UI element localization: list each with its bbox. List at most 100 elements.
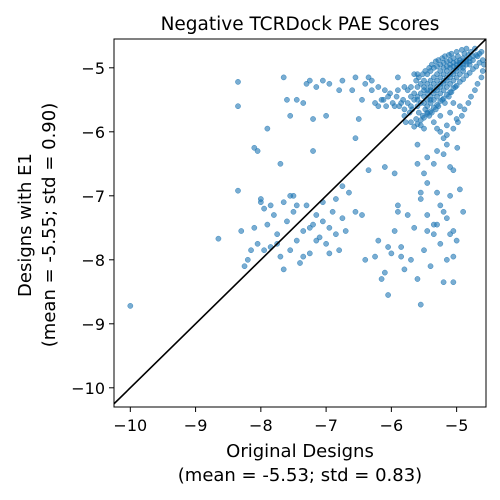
data-point xyxy=(402,119,409,126)
data-point xyxy=(391,170,398,177)
data-point xyxy=(264,125,271,132)
data-point xyxy=(430,104,437,111)
data-point xyxy=(440,208,447,215)
data-point xyxy=(378,276,385,282)
data-point xyxy=(375,84,382,90)
data-point xyxy=(306,77,313,84)
data-point xyxy=(417,196,424,202)
data-point xyxy=(372,253,378,260)
data-point xyxy=(333,196,339,202)
data-point xyxy=(461,106,468,113)
data-point xyxy=(359,212,365,218)
data-point xyxy=(408,256,414,263)
data-point xyxy=(352,74,359,81)
data-point xyxy=(381,87,388,94)
data-point xyxy=(466,61,473,68)
x-tick-label: −5 xyxy=(445,416,469,435)
data-point xyxy=(300,253,307,260)
data-point xyxy=(414,276,421,282)
data-point xyxy=(411,224,418,231)
data-point xyxy=(401,84,408,90)
data-point xyxy=(454,144,461,151)
data-point xyxy=(455,119,461,126)
y-tick-label: −8 xyxy=(81,251,105,270)
data-point xyxy=(274,231,281,238)
data-point xyxy=(401,106,408,113)
data-point xyxy=(479,68,486,74)
y-axis: −10 −9 −8 −7 −6 −5 xyxy=(71,59,114,398)
data-point xyxy=(400,96,406,103)
data-point xyxy=(465,52,472,58)
data-point xyxy=(368,87,375,94)
data-point xyxy=(385,93,391,100)
data-point xyxy=(287,112,294,119)
data-point xyxy=(408,119,414,126)
data-point xyxy=(421,247,427,254)
data-point xyxy=(352,208,359,215)
data-point xyxy=(395,202,401,209)
x-tick-label: −10 xyxy=(113,416,147,435)
points-layer xyxy=(127,45,486,309)
x-tick-label: −7 xyxy=(314,416,338,435)
data-point xyxy=(447,109,453,116)
x-tick-label: −9 xyxy=(184,416,208,435)
data-point xyxy=(398,244,405,250)
data-point xyxy=(457,186,463,193)
data-point xyxy=(460,68,467,74)
data-point xyxy=(349,87,356,94)
data-point xyxy=(460,208,467,215)
plot-frame xyxy=(113,38,487,408)
chart-title: Negative TCRDock PAE Scores xyxy=(161,14,440,35)
data-point xyxy=(395,208,401,215)
data-point xyxy=(427,263,434,270)
data-point xyxy=(385,244,391,250)
data-point xyxy=(313,237,320,244)
data-point xyxy=(355,116,362,122)
data-point xyxy=(326,80,333,87)
data-point xyxy=(424,111,431,117)
data-point xyxy=(267,202,274,209)
data-point xyxy=(472,87,478,94)
data-point xyxy=(284,96,290,103)
data-point xyxy=(421,170,427,177)
data-point xyxy=(313,212,320,218)
data-point xyxy=(424,154,431,161)
data-point xyxy=(404,212,411,218)
data-point xyxy=(404,100,411,106)
data-point xyxy=(336,247,343,254)
data-point xyxy=(415,109,422,116)
data-point xyxy=(421,77,427,84)
data-point xyxy=(251,224,258,231)
data-point xyxy=(310,148,316,154)
data-point xyxy=(235,103,241,110)
data-point xyxy=(297,260,303,266)
data-point xyxy=(476,59,483,66)
data-point xyxy=(424,228,431,234)
data-point xyxy=(395,74,401,81)
data-point xyxy=(381,269,388,276)
data-point xyxy=(235,187,241,194)
data-point xyxy=(333,231,339,238)
y-axis-label-stats: (mean = -5.55; std = 0.90) xyxy=(39,103,60,347)
data-point xyxy=(437,98,444,104)
data-point xyxy=(254,240,261,247)
data-point xyxy=(457,103,463,110)
data-point xyxy=(375,237,382,244)
data-point xyxy=(280,199,287,206)
data-point xyxy=(326,224,333,231)
data-point xyxy=(408,93,414,100)
y-tick-label: −9 xyxy=(81,315,105,334)
data-point xyxy=(310,116,316,122)
x-tick-label: −6 xyxy=(380,416,404,435)
data-point xyxy=(448,50,455,57)
data-point xyxy=(437,202,444,209)
data-point xyxy=(323,240,329,247)
data-point xyxy=(450,100,457,106)
data-point xyxy=(257,196,264,202)
data-point xyxy=(430,221,437,228)
data-point xyxy=(293,96,300,103)
data-point xyxy=(430,231,437,238)
data-point xyxy=(362,256,369,263)
data-point xyxy=(430,119,437,126)
